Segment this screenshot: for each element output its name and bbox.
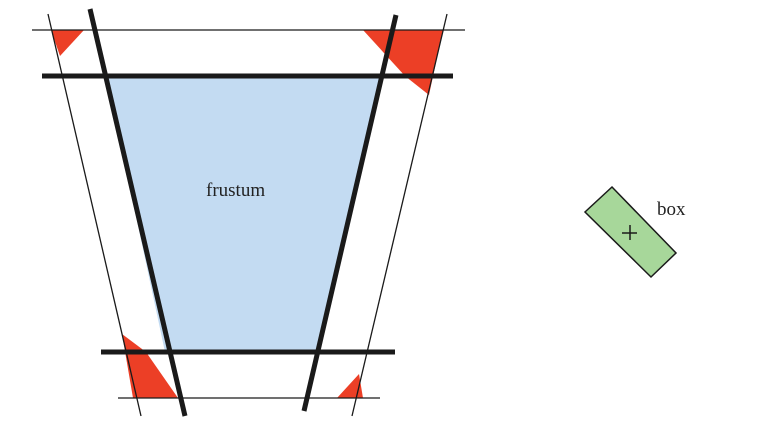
outer-plane-left [47, 13, 142, 417]
frustum-label: frustum [206, 180, 265, 201]
outer-plane-right [351, 13, 448, 417]
frustum-region [106, 76, 381, 352]
box-label: box [657, 199, 686, 220]
corner-region-bottom-right [337, 374, 363, 398]
left-plane [87, 8, 188, 417]
frustum-planes [42, 8, 453, 417]
corner-region-top-left [51, 30, 84, 56]
box-object [583, 185, 678, 279]
corner-region-top-right [363, 30, 443, 95]
right-plane [301, 14, 399, 412]
